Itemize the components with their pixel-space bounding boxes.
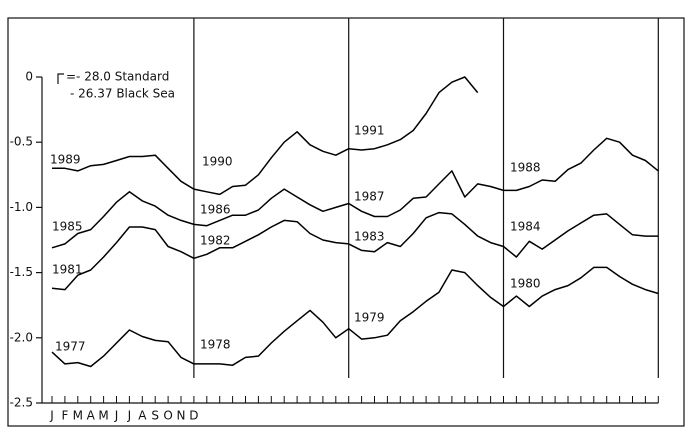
annotation: 1981 [52,263,83,277]
series-line [51,137,659,249]
frame [7,17,685,427]
y-tick-label: -0.5 [10,135,33,149]
y-tick-label: -1.5 [10,265,33,279]
annotation: 1990 [202,155,233,169]
x-tick-label: J [127,409,132,423]
x-tick-label: M [98,409,108,423]
annotation: 1983 [354,230,385,244]
annotation: 1978 [200,338,231,352]
annotation: 1979 [354,311,385,325]
x-tick-label: N [177,409,186,423]
series-line [52,76,479,196]
x-tick-label: A [138,409,147,423]
annotation: 1986 [200,203,231,217]
x-tick-label: M [73,409,83,423]
x-tick-label: O [163,409,172,423]
annotation: 1988 [510,161,541,175]
annotation: 1982 [200,234,231,248]
series-line [51,211,659,291]
y-tick-label: -1.0 [10,200,33,214]
annotation: 1989 [50,153,81,167]
x-tick-label: J [114,409,119,423]
annotation: 1977 [55,340,86,354]
y-tick-label: -2.0 [10,330,33,344]
x-tick-label: J [49,409,54,423]
series-line [51,266,659,368]
y-tick-label: 0 [25,70,33,84]
annotation: 1991 [354,124,385,138]
x-tick-label: F [61,409,68,423]
annotation: 1980 [510,277,541,291]
x-tick-label: A [87,409,96,423]
x-tick-label: D [189,409,198,423]
x-tick-label: S [151,409,159,423]
legend-bracket [57,73,64,84]
annotation: =- 28.0 Standard [66,70,169,84]
annotation: 1987 [354,190,385,204]
annotation: 1985 [52,220,83,234]
annotation: - 26.37 Black Sea [70,87,175,101]
annotation: 1984 [510,220,541,234]
y-tick-label: -2.5 [10,396,33,410]
